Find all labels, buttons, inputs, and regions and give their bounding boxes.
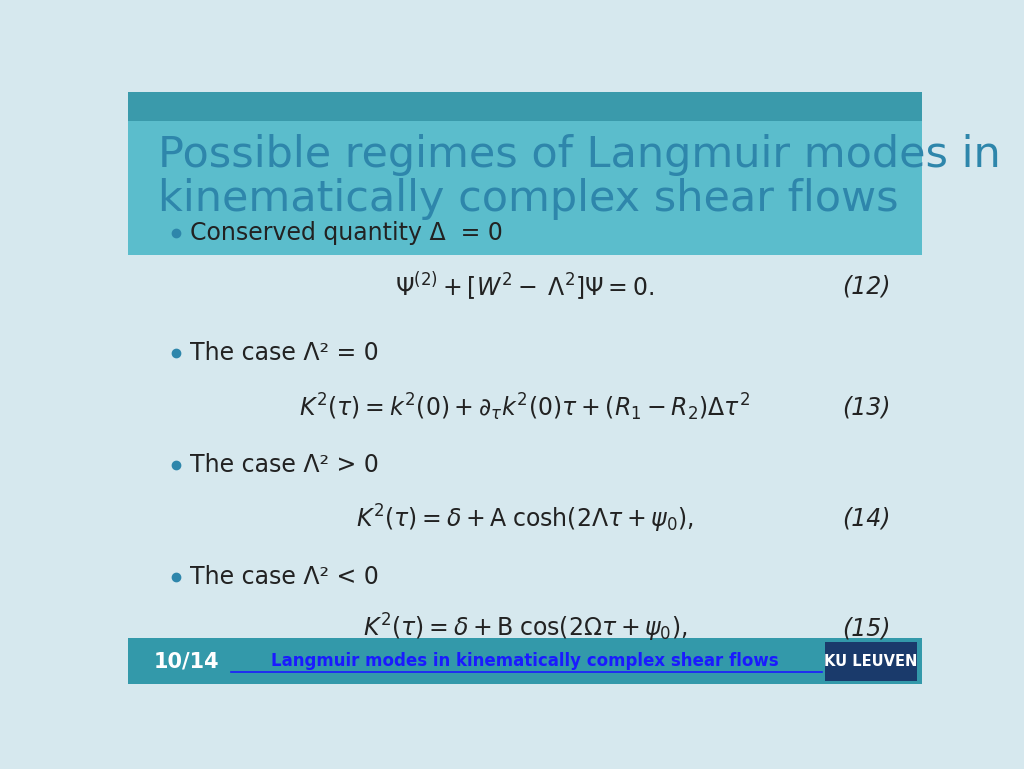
Text: KU LEUVEN: KU LEUVEN [824,654,918,669]
Text: 10/14: 10/14 [154,651,219,671]
Text: Possible regimes of Langmuir modes in: Possible regimes of Langmuir modes in [158,134,1000,176]
Text: (15): (15) [842,616,891,640]
Text: The case Λ² = 0: The case Λ² = 0 [189,341,379,365]
Text: The case Λ² > 0: The case Λ² > 0 [189,453,379,478]
Text: The case Λ² < 0: The case Λ² < 0 [189,564,379,588]
Text: Langmuir modes in kinematically complex shear flows: Langmuir modes in kinematically complex … [271,652,778,671]
Text: $\Psi^{(2)} + [W^2 - \;\Lambda^2]\Psi = 0.$: $\Psi^{(2)} + [W^2 - \;\Lambda^2]\Psi = … [395,271,654,303]
Text: kinematically complex shear flows: kinematically complex shear flows [158,178,899,220]
FancyBboxPatch shape [824,642,916,681]
Text: Conserved quantity Δ  = 0: Conserved quantity Δ = 0 [189,221,503,245]
Text: $K^2(\tau) = \delta + \mathrm{B}\;\cos(2\Omega\tau + \psi_0),$: $K^2(\tau) = \delta + \mathrm{B}\;\cos(2… [362,612,687,644]
Text: (12): (12) [842,275,891,298]
Text: $K^2(\tau) = \delta + \mathrm{A}\;\cosh(2\Lambda\tau + \psi_0),$: $K^2(\tau) = \delta + \mathrm{A}\;\cosh(… [356,502,693,534]
Text: $K^2(\tau) = k^2(0) + \partial_\tau k^2(0)\tau + (R_1 - R_2)\Delta\tau^2$: $K^2(\tau) = k^2(0) + \partial_\tau k^2(… [299,391,751,423]
Text: (14): (14) [842,507,891,531]
FancyBboxPatch shape [128,92,922,121]
FancyBboxPatch shape [128,638,922,684]
Text: (13): (13) [842,395,891,419]
FancyBboxPatch shape [128,92,922,255]
